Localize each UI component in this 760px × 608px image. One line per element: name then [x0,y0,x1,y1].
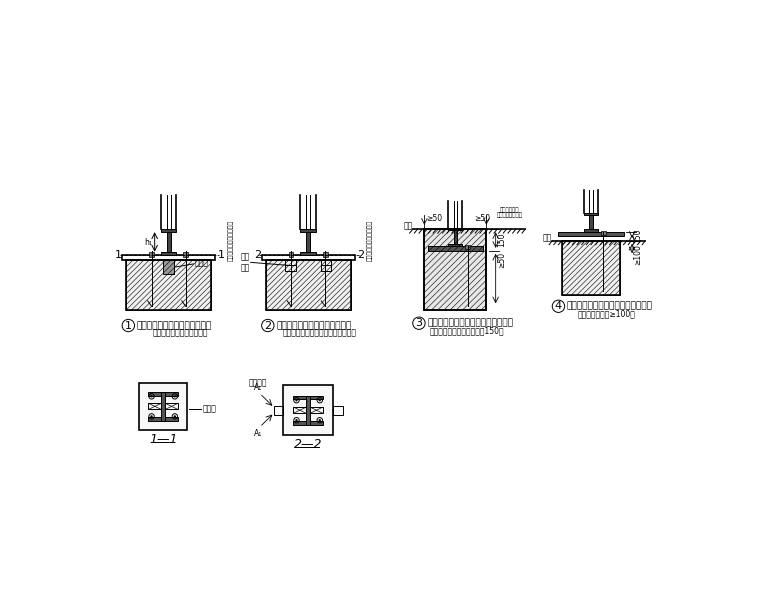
Bar [562,241,620,295]
Bar [265,260,351,310]
Text: 2: 2 [254,250,261,260]
Text: 地面: 地面 [543,233,553,242]
Bar [139,382,187,430]
Bar [323,252,328,257]
Text: 1: 1 [218,250,225,260]
Text: ≥50: ≥50 [426,214,442,223]
Text: h₁: h₁ [144,238,153,247]
Text: 抗剪
键齿: 抗剪 键齿 [241,253,250,272]
Text: 地平: 地平 [404,222,413,230]
Bar [562,241,620,295]
Text: 若混凝土等级: 若混凝土等级 [500,207,519,213]
Bar [559,232,624,236]
Bar [334,406,343,415]
Bar [590,215,593,229]
Bar [428,246,483,251]
Circle shape [318,399,321,401]
Text: 1: 1 [125,320,131,331]
Text: 2: 2 [264,320,271,331]
Text: 抗剪键: 抗剪键 [203,404,217,413]
Bar [584,229,598,232]
Text: A₁: A₁ [254,429,262,438]
Text: 2: 2 [357,250,364,260]
Text: （柱脚高出地面≥100）: （柱脚高出地面≥100） [578,309,635,319]
Bar [149,252,154,257]
Bar [448,228,462,230]
Circle shape [150,395,153,398]
Bar [300,252,316,255]
Bar [183,252,188,257]
Bar [306,396,310,425]
Text: 外露式柱脚在地面以下时的防护措施: 外露式柱脚在地面以下时的防护措施 [427,319,514,328]
Text: 外露式柱脚抗剪键的设置（二）: 外露式柱脚抗剪键的设置（二） [277,321,352,330]
Bar [300,229,316,232]
Circle shape [296,419,298,421]
Text: 外露式柱脚抗剪键的设置（一）: 外露式柱脚抗剪键的设置（一） [137,321,212,330]
Bar [321,260,331,271]
Bar [293,421,323,425]
Text: 3: 3 [416,318,423,328]
Text: 150: 150 [634,229,643,243]
Bar [285,260,296,271]
Bar [163,260,174,274]
Text: 抗剪键: 抗剪键 [195,258,208,267]
Bar [148,403,161,409]
Text: 地脚螺栓按设计计算确定: 地脚螺栓按设计计算确定 [367,220,373,261]
Text: 1—1: 1—1 [149,433,177,446]
Bar [126,260,211,310]
Bar [584,213,598,215]
Bar [161,392,165,421]
Circle shape [174,395,176,398]
Bar [122,255,215,260]
Bar [274,406,283,415]
Bar [424,229,486,310]
Bar [448,244,462,246]
Bar [293,396,323,399]
Bar [126,260,211,310]
Text: 地脚螺栓按设计计算确定: 地脚螺栓按设计计算确定 [228,220,233,261]
Text: （可用二字形、槽形截面反扣角钢）: （可用二字形、槽形截面反扣角钢） [283,329,356,337]
Bar [465,246,470,249]
Text: （可用工字形截面或方钢）: （可用工字形截面或方钢） [153,329,208,337]
Bar [148,417,178,421]
Bar [310,407,323,413]
Bar [424,229,486,310]
Bar [161,252,176,255]
Text: ≥100: ≥100 [634,244,643,265]
Text: ≥50: ≥50 [497,252,506,268]
Bar [454,230,457,244]
Text: A₁: A₁ [254,383,262,392]
Text: 1: 1 [115,250,122,260]
Text: 2—2: 2—2 [294,438,322,451]
Bar [293,407,306,413]
Bar [306,232,310,252]
Bar [165,403,178,409]
Bar [289,252,293,257]
Text: ≥50: ≥50 [474,214,490,223]
Bar [265,260,351,310]
Bar [161,229,176,232]
Circle shape [150,415,153,418]
Text: 4: 4 [555,302,562,311]
Circle shape [296,399,298,401]
Text: 低于防混凝土水准: 低于防混凝土水准 [496,213,523,218]
Bar [261,255,355,260]
Text: 150: 150 [497,233,506,247]
Bar [166,232,170,252]
Text: （包覆构筑混凝土高出地平150）: （包覆构筑混凝土高出地平150） [429,326,505,336]
Bar [601,231,606,235]
Text: 抗剪键齿: 抗剪键齿 [249,378,268,387]
Bar [148,392,178,396]
Circle shape [318,419,321,421]
Bar [283,385,334,435]
Circle shape [174,415,176,418]
Text: 外露式柱脚在地面以上时的防护措施: 外露式柱脚在地面以上时的防护措施 [567,302,653,311]
